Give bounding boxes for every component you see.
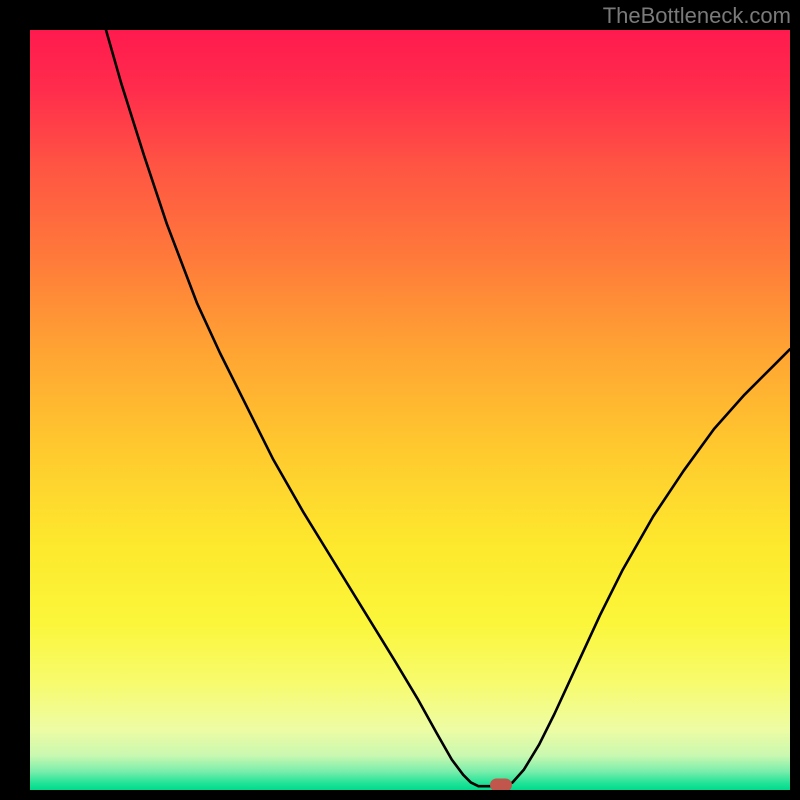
watermark-text: TheBottleneck.com (603, 3, 791, 29)
optimal-marker (490, 779, 512, 790)
chart-frame (0, 0, 800, 800)
curve-path (106, 30, 790, 786)
plot-area (30, 30, 790, 790)
bottleneck-curve (30, 30, 790, 790)
